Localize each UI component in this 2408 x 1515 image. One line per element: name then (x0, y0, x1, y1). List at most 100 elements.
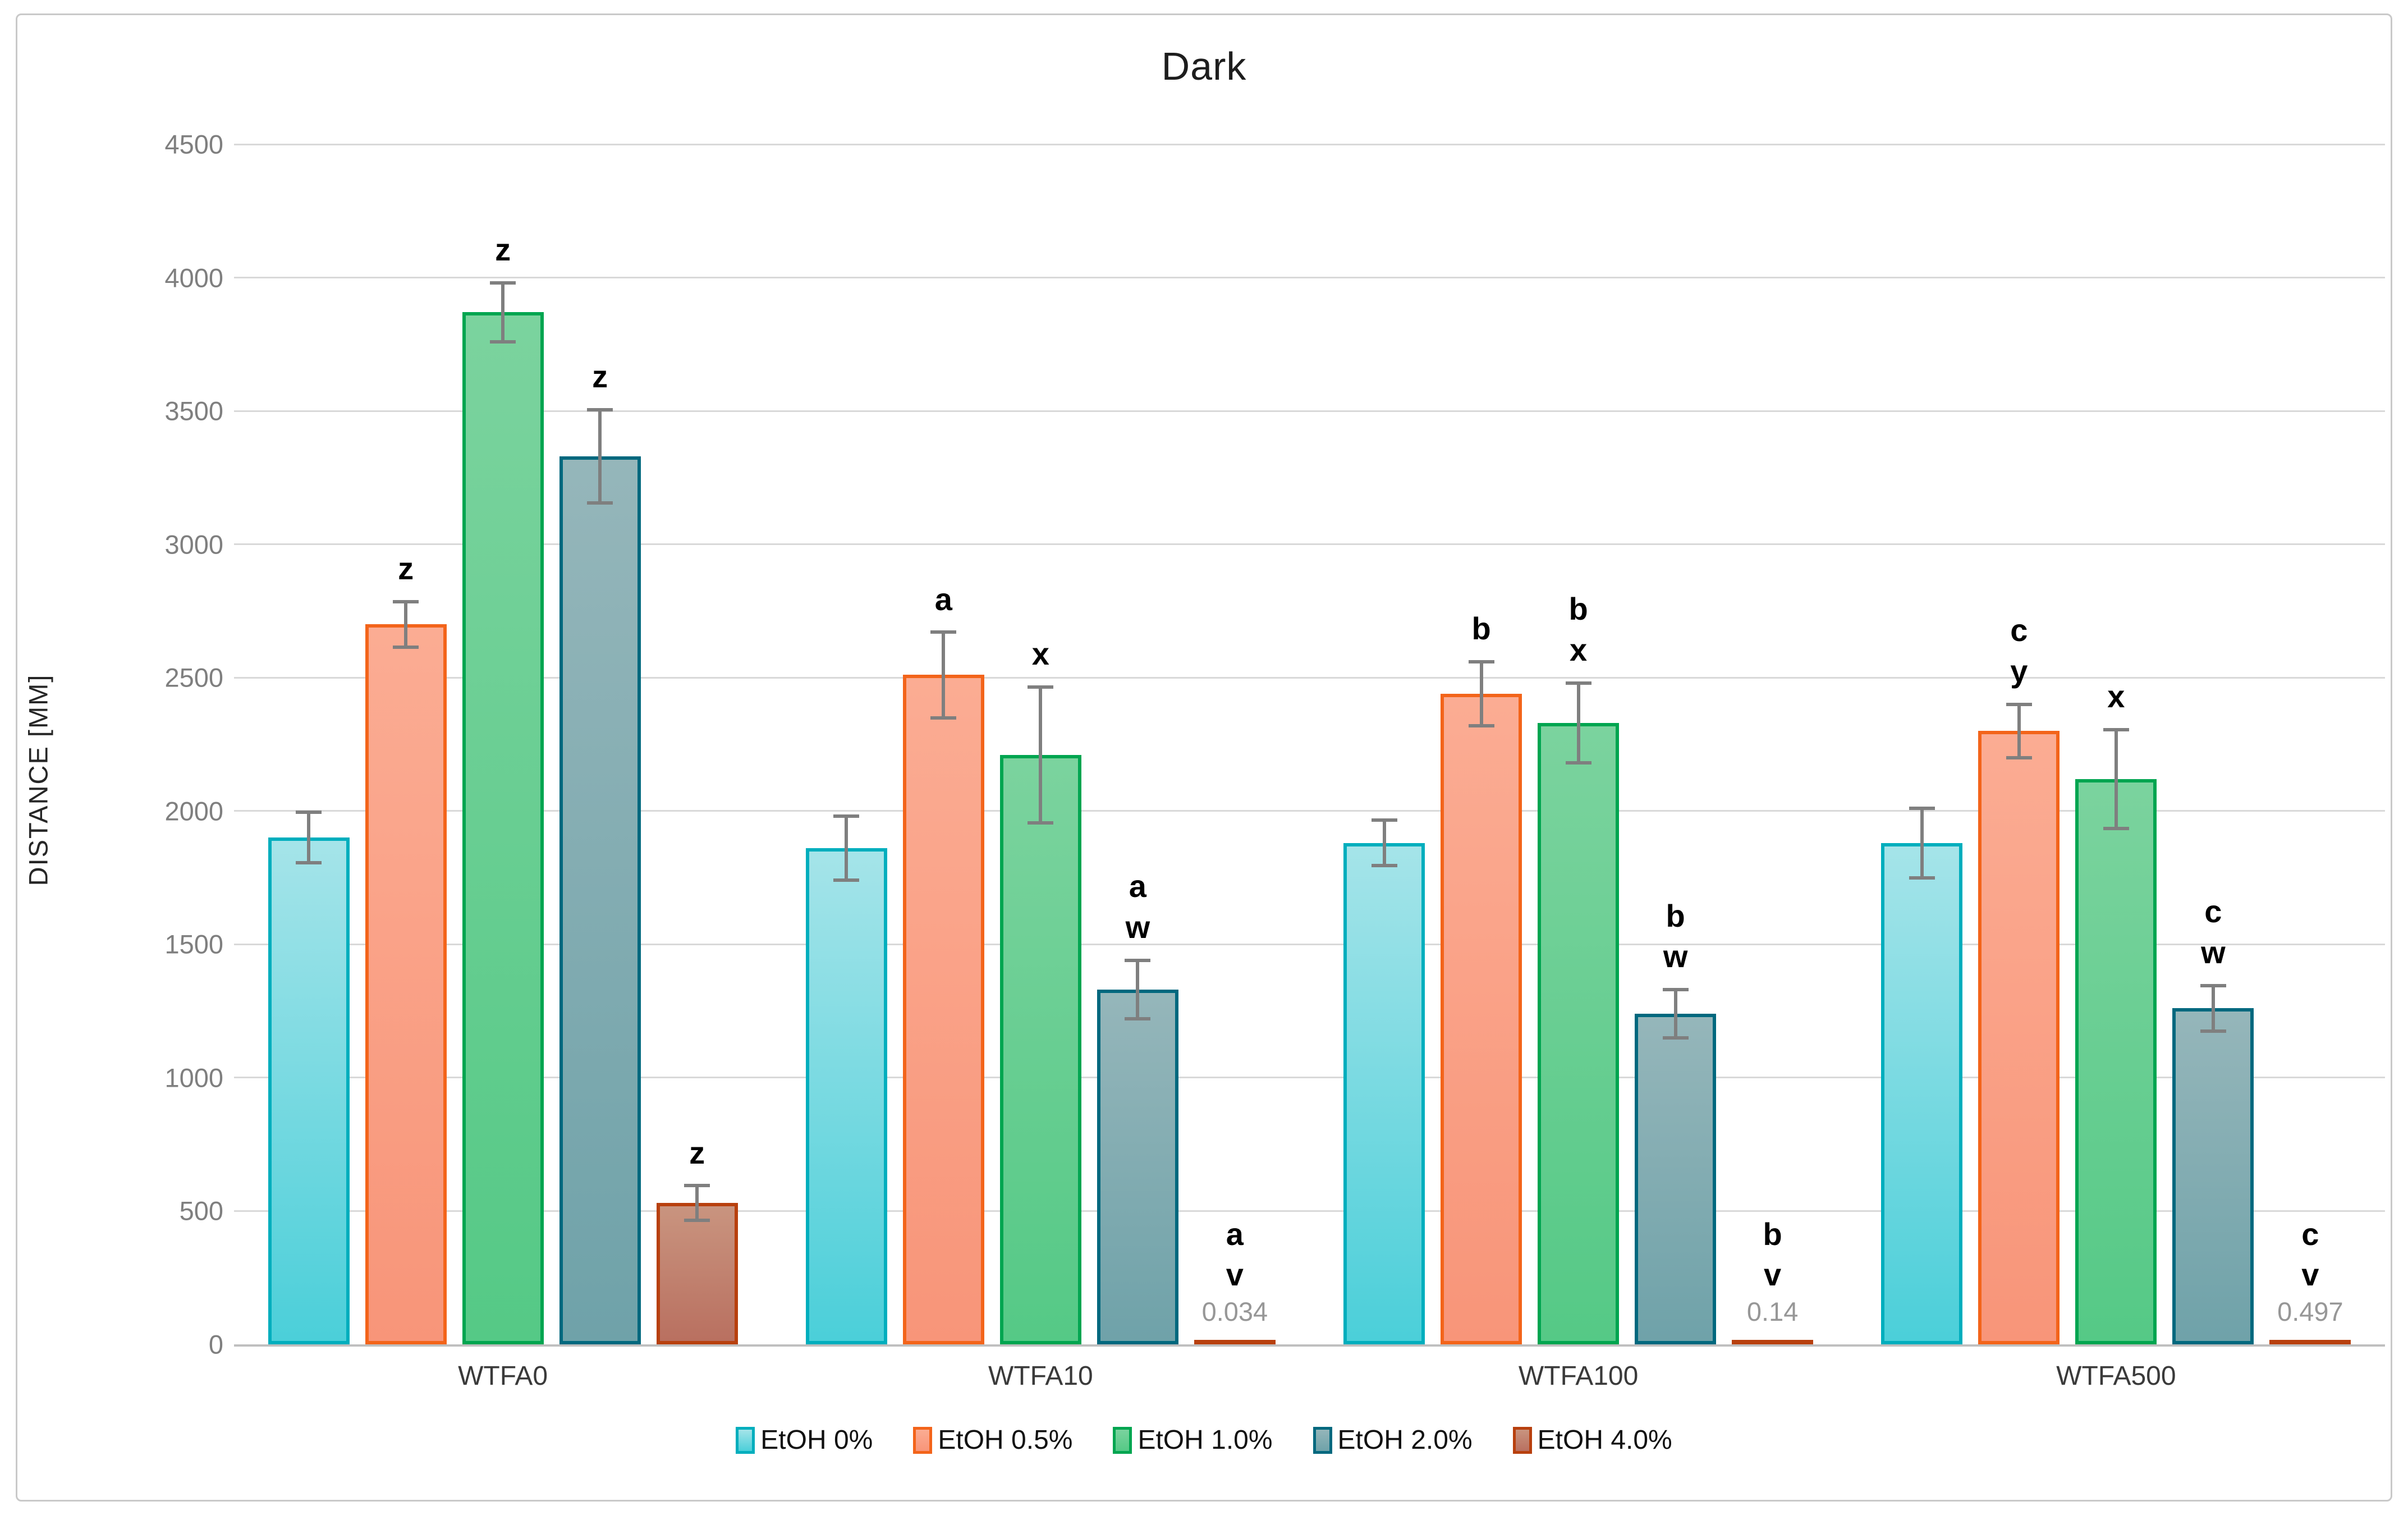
significance-letter: a (1129, 868, 1146, 904)
error-bar (2006, 144, 2032, 1344)
legend-item: EtOH 2.0% (1313, 1425, 1473, 1456)
category-label: WTFA10 (988, 1361, 1093, 1391)
bar (1635, 1013, 1717, 1344)
error-bar (684, 144, 710, 1344)
significance-letter: x (1031, 636, 1049, 672)
bar (1881, 843, 1963, 1344)
category-label: WTFA100 (1518, 1361, 1639, 1391)
y-tick-label: 500 (179, 1196, 223, 1226)
significance-letter: z (689, 1134, 705, 1170)
significance-letter: c (2010, 612, 2028, 648)
significance-letter: x (1570, 631, 1588, 667)
bar (902, 675, 984, 1344)
y-tick-label: 4500 (164, 129, 223, 159)
legend-label: EtOH 2.0% (1337, 1425, 1473, 1455)
significance-letter: b (1666, 898, 1685, 933)
error-bar (1662, 144, 1689, 1344)
bar-annotation: b v 0.14 (1689, 1214, 1857, 1329)
legend-item: EtOH 0% (736, 1425, 873, 1456)
bar-group: b b x b w b v 0.14 (1310, 144, 1847, 1344)
significance-letter: a (1226, 1216, 1244, 1252)
y-tick-label: 3500 (164, 396, 223, 426)
legend-label: EtOH 1.0% (1138, 1425, 1273, 1455)
error-bar (833, 144, 860, 1344)
bar-group: c y x c w c v 0.497 (1847, 144, 2385, 1344)
bar (1732, 1340, 1814, 1344)
legend-swatch (1313, 1426, 1332, 1454)
significance-letter: w (2201, 935, 2226, 971)
legend-label: EtOH 0% (760, 1425, 873, 1455)
legend-item: EtOH 0.5% (913, 1425, 1072, 1456)
legend-item: EtOH 4.0% (1512, 1425, 1672, 1456)
significance-letter: v (2301, 1257, 2319, 1293)
gridline (234, 1077, 2385, 1079)
bar (1441, 693, 1522, 1344)
legend-label: EtOH 4.0% (1537, 1425, 1672, 1455)
gridline (234, 943, 2385, 945)
legend-label: EtOH 0.5% (938, 1425, 1073, 1455)
bar (1194, 1340, 1276, 1344)
bar-annotation: a (859, 579, 1028, 620)
bar (2269, 1340, 2351, 1344)
bar-annotation: z (322, 548, 490, 589)
legend: EtOH 0% EtOH 0.5% EtOH 1.0% EtOH 2.0% EtOH 4… (0, 1425, 2408, 1456)
x-axis-category-labels: WTFA0 WTFA10 WTFA100 WTFA500 (234, 1361, 2385, 1400)
legend-swatch (1512, 1426, 1532, 1454)
significance-letter: b (1568, 591, 1588, 627)
bar-value-label: 0.034 (1201, 1297, 1268, 1327)
significance-letter: w (1663, 939, 1688, 974)
y-axis-tick-labels: 0 500 1000 1500 2000 2500 3000 3500 4000 4500 (84, 130, 223, 1360)
error-bar (296, 144, 322, 1344)
error-bar (393, 144, 419, 1344)
significance-letter: z (592, 358, 608, 394)
significance-letter: z (495, 232, 511, 268)
gridline (234, 1210, 2385, 1212)
y-tick-label: 2000 (164, 796, 223, 826)
bar (1343, 843, 1425, 1344)
significance-letter: c (2301, 1216, 2319, 1252)
bar (268, 837, 350, 1344)
bar (1538, 723, 1620, 1344)
error-bar (1371, 144, 1397, 1344)
bar (2075, 779, 2157, 1344)
significance-letter: v (1764, 1257, 1782, 1293)
significance-letter: a (934, 581, 952, 617)
error-bar (1028, 144, 1054, 1344)
error-bar (1909, 144, 1935, 1344)
significance-letter: b (1763, 1216, 1782, 1252)
error-bar (2103, 144, 2129, 1344)
gridline (234, 810, 2385, 812)
error-bar (1565, 144, 1591, 1344)
y-tick-label: 0 (208, 1329, 223, 1360)
bar-group: a x a w a v 0.034 (772, 144, 1309, 1344)
bar-annotation: z (613, 1133, 781, 1174)
bar (559, 456, 641, 1344)
bar-annotation: a v 0.034 (1150, 1214, 1319, 1329)
y-tick-label: 4000 (164, 263, 223, 293)
bar (805, 848, 887, 1344)
significance-letter: w (1125, 909, 1150, 945)
bar (462, 312, 544, 1344)
bar-value-label: 0.14 (1746, 1297, 1799, 1327)
category-label: WTFA500 (2056, 1361, 2176, 1391)
significance-letter: x (2107, 679, 2125, 715)
gridline (234, 277, 2385, 279)
bar-annotation: z (516, 356, 684, 397)
gridline (234, 676, 2385, 679)
error-bar (587, 144, 613, 1344)
legend-swatch (736, 1426, 755, 1454)
y-tick-label: 3000 (164, 529, 223, 560)
error-bar (2200, 144, 2226, 1344)
error-bar (490, 144, 516, 1344)
y-tick-label: 2500 (164, 662, 223, 693)
plot-area: z z z z a x a w a v 0.034 b b x b w b v 0.14 c y x c w c v 0.497 (234, 143, 2385, 1347)
error-bar (930, 144, 957, 1344)
bar (1097, 990, 1178, 1344)
gridline (234, 143, 2385, 145)
legend-swatch (1113, 1426, 1132, 1454)
